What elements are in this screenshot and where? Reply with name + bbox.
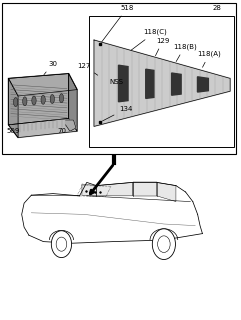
Ellipse shape bbox=[13, 98, 18, 107]
Text: 134: 134 bbox=[102, 106, 133, 121]
Polygon shape bbox=[66, 120, 76, 131]
Polygon shape bbox=[119, 65, 128, 102]
Polygon shape bbox=[172, 73, 181, 95]
Ellipse shape bbox=[41, 95, 45, 104]
Text: 118(C): 118(C) bbox=[131, 29, 167, 50]
Polygon shape bbox=[8, 74, 77, 96]
Text: 518: 518 bbox=[102, 5, 134, 42]
Text: 28: 28 bbox=[212, 5, 221, 11]
Text: NSS: NSS bbox=[110, 79, 124, 85]
Polygon shape bbox=[8, 78, 18, 138]
Text: 30: 30 bbox=[44, 61, 57, 75]
Polygon shape bbox=[96, 182, 133, 196]
Circle shape bbox=[51, 231, 72, 258]
Polygon shape bbox=[133, 182, 157, 196]
Polygon shape bbox=[69, 74, 77, 131]
Polygon shape bbox=[146, 69, 154, 99]
Polygon shape bbox=[197, 77, 208, 92]
Polygon shape bbox=[82, 184, 96, 196]
Polygon shape bbox=[8, 118, 77, 138]
Ellipse shape bbox=[32, 96, 36, 105]
Ellipse shape bbox=[23, 97, 27, 106]
Text: 118(A): 118(A) bbox=[198, 51, 221, 67]
Polygon shape bbox=[8, 74, 69, 125]
Text: 127: 127 bbox=[77, 63, 98, 75]
Text: 70: 70 bbox=[58, 128, 67, 134]
Text: 118(B): 118(B) bbox=[173, 43, 197, 61]
Ellipse shape bbox=[50, 94, 54, 103]
Text: 509: 509 bbox=[6, 128, 19, 134]
Bar bbox=[2, 3, 236, 154]
Text: 129: 129 bbox=[155, 38, 169, 56]
Polygon shape bbox=[94, 40, 230, 126]
Ellipse shape bbox=[59, 94, 64, 103]
Bar bbox=[89, 16, 234, 147]
Circle shape bbox=[152, 229, 175, 260]
Polygon shape bbox=[157, 182, 176, 202]
